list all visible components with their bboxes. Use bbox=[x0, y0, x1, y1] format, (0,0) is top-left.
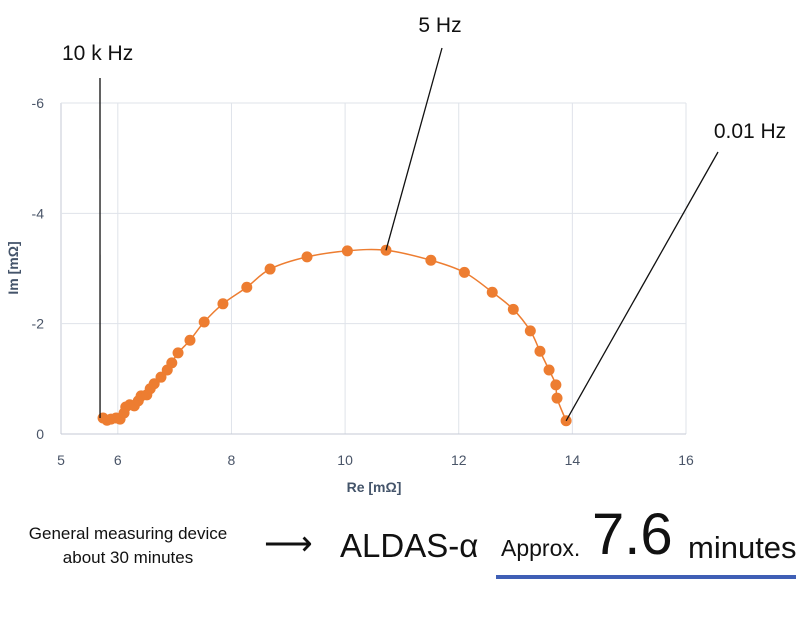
annotation-leader-line bbox=[385, 47, 443, 251]
general-device-text: General measuring device about 30 minute… bbox=[0, 522, 256, 570]
data-point bbox=[198, 316, 210, 328]
x-axis-title: Re [mΩ] bbox=[347, 479, 402, 495]
data-point bbox=[301, 251, 313, 263]
data-point bbox=[166, 357, 178, 369]
data-point bbox=[148, 378, 160, 390]
y-tick-label: -4 bbox=[32, 205, 45, 221]
y-tick-label: 0 bbox=[36, 426, 44, 442]
data-point bbox=[184, 334, 196, 346]
data-point bbox=[550, 379, 562, 391]
annotation-label: 0.01 Hz bbox=[714, 120, 786, 143]
x-tick-label: 12 bbox=[451, 452, 467, 468]
data-point bbox=[341, 245, 353, 257]
x-tick-label: 14 bbox=[565, 452, 581, 468]
general-line2: about 30 minutes bbox=[62, 548, 194, 567]
time-value: 7.6 bbox=[592, 502, 673, 567]
data-point bbox=[534, 345, 546, 357]
data-point bbox=[507, 303, 519, 315]
data-point bbox=[155, 371, 167, 383]
data-point bbox=[425, 254, 437, 266]
data-point bbox=[551, 392, 563, 404]
annotation-label: 10 k Hz bbox=[62, 42, 133, 65]
data-point bbox=[486, 286, 498, 298]
data-point bbox=[217, 298, 229, 310]
series-line bbox=[102, 248, 567, 422]
x-tick-label: 5 bbox=[57, 452, 65, 468]
general-line1: General measuring device bbox=[28, 524, 228, 543]
x-tick-label: 16 bbox=[678, 452, 694, 468]
annotations: 10 k Hz 5 Hz 0.01 Hz bbox=[62, 14, 786, 422]
x-tick-label: 8 bbox=[228, 452, 236, 468]
annotation-leader-line bbox=[565, 151, 719, 422]
product-name: ALDAS-α bbox=[340, 527, 479, 564]
y-tick-label: -6 bbox=[32, 95, 45, 111]
tick-labels: 5 6 8 10 12 14 16 -6 -4 -2 0 bbox=[32, 95, 694, 468]
data-point bbox=[241, 281, 253, 293]
highlight-underline bbox=[496, 575, 796, 579]
series-points bbox=[97, 244, 572, 427]
data-point bbox=[264, 263, 276, 275]
annotation-label: 5 Hz bbox=[418, 14, 461, 37]
y-tick-label: -2 bbox=[32, 316, 45, 332]
data-point bbox=[524, 325, 536, 337]
grid bbox=[60, 102, 687, 435]
y-axis-title: Im [mΩ] bbox=[5, 241, 21, 294]
time-unit: minutes bbox=[688, 530, 797, 565]
arrow-right-icon: ⟶ bbox=[264, 525, 313, 563]
x-tick-label: 6 bbox=[114, 452, 122, 468]
data-point bbox=[543, 364, 555, 376]
data-point bbox=[458, 266, 470, 278]
nyquist-chart: 5 6 8 10 12 14 16 -6 -4 -2 0 Re [mΩ] Im [mΩ] 10 k … bbox=[5, 14, 786, 495]
data-point bbox=[172, 347, 184, 359]
approx-label: Approx. bbox=[501, 535, 581, 561]
x-tick-label: 10 bbox=[337, 452, 353, 468]
